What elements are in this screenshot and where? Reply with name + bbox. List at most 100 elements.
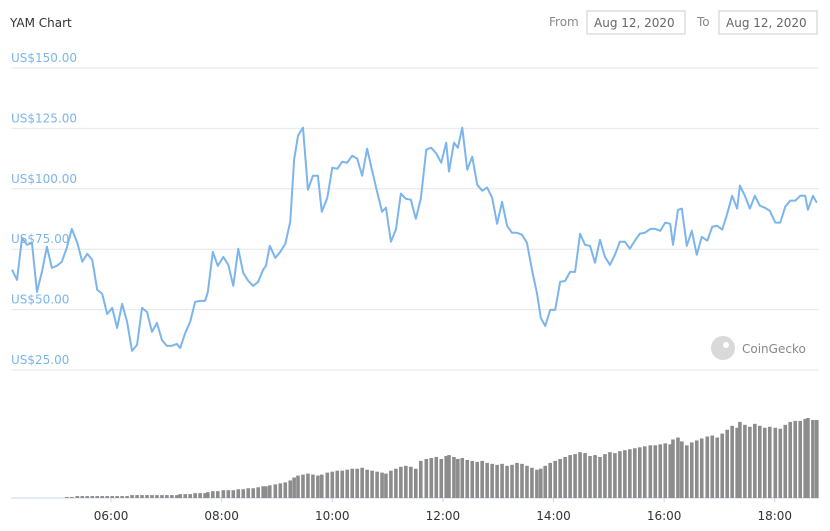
volume-bar (211, 491, 215, 498)
volume-bar (444, 456, 449, 498)
volume-bar (676, 437, 680, 498)
volume-bar (424, 458, 429, 498)
volume-bar (409, 466, 413, 498)
from-date: Aug 12, 2020 (594, 16, 675, 30)
to-label: To (696, 15, 710, 29)
to-date: Aug 12, 2020 (726, 16, 807, 30)
volume-bar (814, 419, 819, 498)
volume-bar (735, 427, 739, 498)
volume-bar (261, 486, 265, 498)
volume-bar (434, 457, 439, 498)
volume-bar (578, 452, 582, 498)
volume-bar (145, 495, 149, 498)
volume-bar (296, 475, 300, 498)
volume-bar (593, 455, 597, 498)
volume-bar (365, 469, 369, 498)
from-input[interactable] (586, 10, 686, 35)
x-tick-label: 06:00 (94, 509, 129, 523)
volume-bar (306, 473, 310, 498)
y-tick-label: US$150.00 (11, 51, 77, 65)
x-tick-label: 16:00 (647, 509, 682, 523)
volume-bar (758, 425, 762, 498)
x-tick-label: 18:00 (757, 509, 792, 523)
volume-bar (588, 456, 592, 498)
volume-bar (155, 495, 159, 498)
volume-bar (380, 472, 384, 498)
volume-bar (689, 442, 694, 498)
volume-bar (642, 446, 647, 498)
volume-bar (75, 496, 80, 498)
volume-bar (110, 496, 114, 498)
volume-bar (135, 495, 139, 498)
volume-bar (806, 418, 810, 498)
volume-bar (429, 458, 434, 498)
volume-bar (251, 488, 255, 498)
volume-bar (699, 438, 704, 498)
volume-bar (778, 428, 783, 498)
volume-bar (725, 429, 729, 498)
volume-bar (470, 460, 475, 498)
volume-bar (705, 436, 710, 498)
volume-bar (85, 496, 90, 498)
volume-bar (283, 482, 288, 498)
volume-bar (803, 418, 807, 498)
volume-bar (226, 490, 231, 498)
x-tick-label: 10:00 (315, 509, 350, 523)
to-input[interactable] (718, 10, 818, 35)
volume-bar (525, 465, 529, 498)
volume-bar (355, 468, 359, 498)
volume-bar (738, 421, 742, 498)
volume-bar (515, 462, 519, 498)
volume-bar (178, 494, 182, 498)
volume-bar (170, 495, 174, 498)
volume-bar (246, 488, 251, 498)
volume-bar (553, 460, 557, 498)
volume-bar (743, 424, 747, 498)
volume-bar (563, 457, 567, 498)
volume-bar (340, 470, 345, 498)
volume-bar (221, 490, 226, 498)
volume-bar (319, 474, 324, 498)
volume-bar (256, 487, 260, 498)
y-tick-label: US$50.00 (11, 293, 69, 307)
volume-bar (671, 439, 675, 498)
volume-bar (788, 421, 793, 498)
volume-bar (783, 424, 788, 498)
volume-bar (694, 440, 699, 498)
volume-bar (480, 460, 484, 498)
volume-bar (530, 467, 534, 498)
watermark-logo-eye (723, 342, 729, 348)
volume-bar (311, 474, 315, 498)
volume-bar (628, 449, 632, 498)
volume-bar (206, 492, 210, 498)
volume-bar (264, 486, 268, 498)
y-tick-label: US$75.00 (11, 232, 69, 246)
volume-bar (120, 496, 124, 498)
volume-bar (316, 475, 320, 498)
volume-bar (608, 452, 612, 498)
volume-bar (558, 458, 562, 498)
volume-bar (193, 493, 197, 498)
y-tick-label: US$125.00 (11, 111, 77, 125)
volume-bar (680, 441, 684, 498)
volume-bar (278, 483, 283, 498)
volume-bar (490, 463, 494, 498)
volume-bar (613, 453, 617, 498)
volume-bar (548, 462, 553, 498)
price-line (11, 126, 818, 352)
volume-bar (447, 455, 451, 498)
volume-bar (598, 457, 602, 498)
volume-bar (505, 465, 509, 498)
volume-bar (350, 468, 354, 498)
volume-bar (811, 419, 815, 498)
volume-bar (273, 484, 278, 498)
volume-bar (633, 448, 637, 498)
volume-bar (375, 471, 379, 498)
volume-bar (753, 423, 757, 498)
volume-bar (360, 467, 364, 498)
volume-bar (165, 495, 169, 498)
volume-bar (510, 464, 514, 498)
volume-bar (762, 427, 767, 498)
volume-bar (583, 453, 587, 498)
